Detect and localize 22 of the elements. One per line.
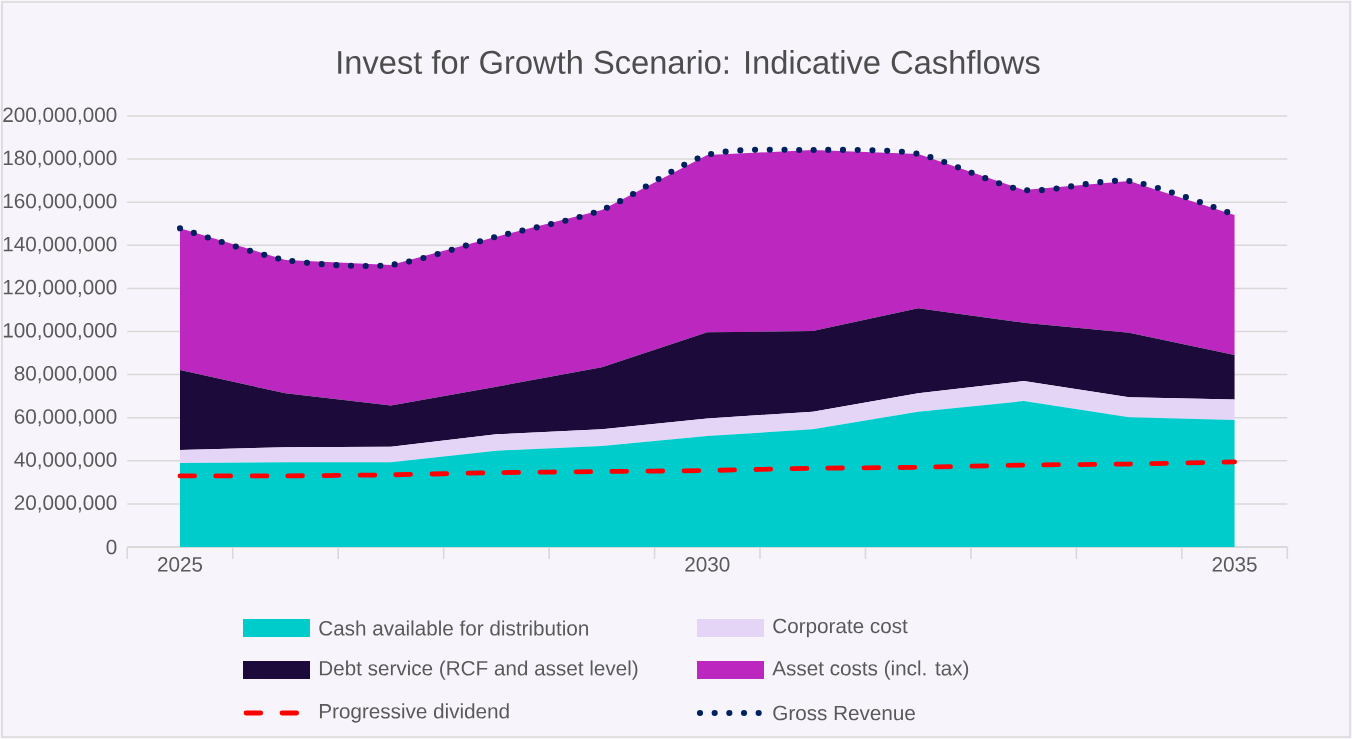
- y-tick-label: 80,000,000: [14, 366, 117, 384]
- y-tick-label: 0: [106, 539, 117, 555]
- y-tick-label: 160,000,000: [3, 193, 117, 211]
- x-tick-label: 2025: [158, 557, 203, 572]
- line-series: [177, 459, 1237, 479]
- y-tick-label: 20,000,000: [14, 495, 117, 513]
- y-tick-label: 180,000,000: [3, 150, 117, 168]
- y-tick-label: 200,000,000: [3, 107, 117, 125]
- chart-title: Invest for Growth Scenario: Indicative Cashflows: [338, 50, 1040, 74]
- y-tick-label: 140,000,000: [3, 236, 117, 254]
- y-tick-label: 60,000,000: [14, 409, 117, 427]
- x-tick-label: 2035: [1212, 557, 1257, 572]
- legend-label: Gross Revenue: [773, 705, 915, 721]
- x-tick-label: 2030: [685, 557, 730, 572]
- legend-label: Asset costs (incl. tax): [772, 660, 969, 680]
- legend-label: Progressive dividend: [319, 703, 509, 723]
- y-tick-label: 100,000,000: [3, 322, 117, 341]
- legend-label: Corporate cost: [773, 618, 908, 638]
- legend-label: Debt service (RCF and asset level): [319, 660, 638, 680]
- legend-label: Cash available for distribution: [319, 620, 588, 636]
- y-tick-label: 120,000,000: [3, 279, 117, 297]
- y-tick-label: 40,000,000: [14, 452, 117, 470]
